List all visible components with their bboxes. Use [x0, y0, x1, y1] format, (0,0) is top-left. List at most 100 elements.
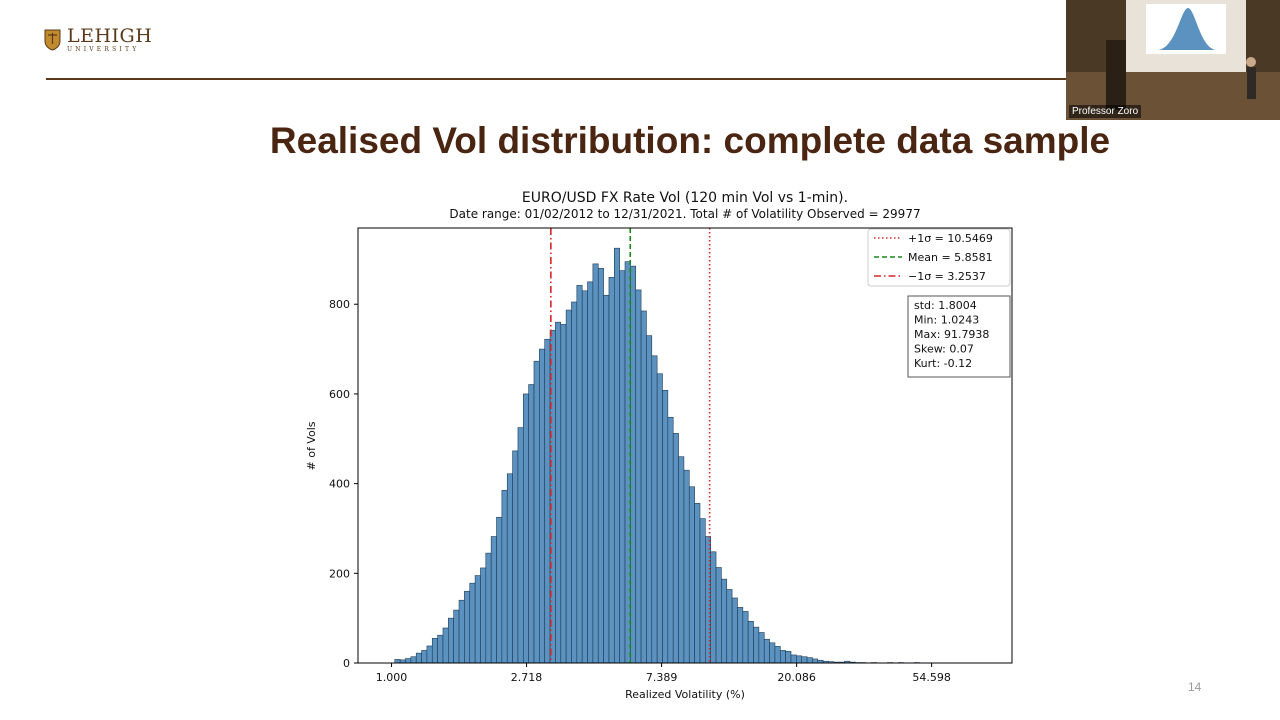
y-tick-label: 600	[329, 388, 350, 401]
stats-line: Kurt: -0.12	[914, 357, 972, 370]
histogram-bar	[774, 646, 781, 664]
histogram-bar	[710, 551, 717, 664]
header-divider	[46, 78, 1066, 80]
y-tick-label: 0	[343, 657, 350, 670]
histogram-bar	[469, 582, 476, 664]
histogram-bar	[694, 503, 701, 664]
y-tick-label: 200	[329, 567, 350, 580]
histogram-bar	[699, 518, 706, 664]
histogram-bar	[651, 355, 658, 664]
histogram-bar	[464, 590, 471, 664]
histogram-bar	[533, 360, 540, 664]
logo-wordmark: LEHIGH	[67, 25, 153, 47]
histogram-bar	[683, 469, 690, 664]
lehigh-logo: LEHIGH UNIVERSITY	[44, 27, 152, 53]
histogram-bar	[490, 536, 497, 664]
webcam-thumbnail[interactable]: Professor Zoro	[1066, 0, 1280, 120]
histogram-bar	[415, 652, 422, 664]
histogram-bar	[496, 516, 503, 664]
slide-title: Realised Vol distribution: complete data…	[269, 120, 1111, 161]
histogram-bar	[501, 490, 508, 664]
legend-box	[867, 228, 1011, 287]
stats-line: Skew: 0.07	[914, 343, 974, 356]
histogram-bar	[721, 578, 728, 664]
histogram-bar	[544, 338, 551, 664]
x-tick-label: 20.086	[777, 671, 816, 684]
stats-line: Max: 91.7938	[914, 328, 989, 341]
histogram-bar	[437, 634, 444, 664]
histogram-bar	[474, 575, 481, 664]
x-tick-label: 2.718	[511, 671, 543, 684]
histogram-bar	[656, 373, 663, 664]
histogram-bar	[715, 567, 722, 664]
participant-name: Professor Zoro	[1069, 105, 1142, 118]
histogram-bar	[431, 638, 438, 664]
histogram-bar	[608, 277, 615, 664]
chart-legend: +1σ = 10.5469 Mean = 5.8581 −1σ = 3.2537	[867, 228, 1011, 287]
chart-subtitle: Date range: 01/02/2012 to 12/31/2021. To…	[449, 207, 920, 221]
histogram-bar	[565, 309, 572, 664]
histogram-bar	[619, 270, 626, 664]
logo-subtitle: UNIVERSITY	[67, 46, 140, 53]
histogram-bar	[394, 659, 401, 664]
x-tick-label: 1.000	[376, 671, 408, 684]
stats-box-frame	[907, 295, 1011, 378]
histogram-bar	[405, 658, 412, 664]
histogram-bar	[528, 384, 535, 664]
x-tick-label: 7.389	[646, 671, 678, 684]
histogram-bar	[587, 281, 594, 664]
reference-lines	[550, 228, 711, 663]
histogram-bar	[763, 638, 770, 664]
histogram-bar	[769, 642, 776, 664]
histogram-bar	[549, 329, 556, 664]
histogram-bar	[458, 599, 465, 664]
y-axis: 0 200 400 600 800	[329, 298, 358, 670]
histogram-bar	[779, 650, 786, 664]
x-axis: 1.000 2.718 7.389 20.086 54.598	[376, 663, 951, 684]
webcam-video	[1066, 0, 1280, 120]
y-tick-label: 400	[329, 478, 350, 491]
legend-label: +1σ = 10.5469	[908, 232, 993, 245]
histogram-bars	[394, 247, 920, 664]
histogram-bar	[747, 620, 754, 664]
histogram-bar	[726, 589, 733, 664]
histogram-bar	[796, 655, 802, 664]
histogram-bar	[812, 658, 819, 664]
stats-line: Min: 1.0243	[914, 314, 979, 327]
histogram-bar	[597, 268, 604, 664]
histogram-bar	[480, 567, 487, 664]
histogram-bar	[410, 656, 417, 664]
legend-label: Mean = 5.8581	[908, 251, 993, 264]
histogram-bar	[662, 390, 669, 664]
histogram-bar	[753, 626, 760, 664]
y-tick-label: 800	[329, 298, 350, 311]
histogram-bar	[635, 289, 642, 664]
histogram-bar	[667, 416, 674, 664]
histogram-bar	[801, 656, 808, 664]
histogram-bar	[603, 294, 610, 664]
x-tick-label: 54.598	[912, 671, 951, 684]
histogram-bar	[806, 657, 813, 664]
histogram-bar	[506, 473, 513, 664]
y-axis-label: # of Vols	[305, 421, 318, 470]
histogram-bar	[426, 645, 433, 664]
histogram-bar	[576, 285, 583, 664]
histogram-bar	[453, 609, 460, 664]
page-number: 14	[1188, 680, 1202, 694]
chart-title: EURO/USD FX Rate Vol (120 min Vol vs 1-m…	[522, 190, 848, 206]
histogram-bar	[614, 247, 620, 664]
histogram-bar	[560, 324, 567, 664]
stats-line: std: 1.8004	[914, 299, 977, 312]
histogram-bar	[785, 651, 792, 664]
histogram-bar	[442, 627, 449, 664]
histogram-bar	[421, 650, 428, 664]
histogram-bar	[555, 321, 562, 664]
histogram-bar	[731, 597, 738, 664]
histogram-bar	[517, 427, 524, 664]
histogram-bar	[646, 335, 653, 664]
histogram-bar	[790, 654, 797, 664]
shield-icon	[44, 29, 61, 51]
histogram-bar	[640, 310, 647, 664]
